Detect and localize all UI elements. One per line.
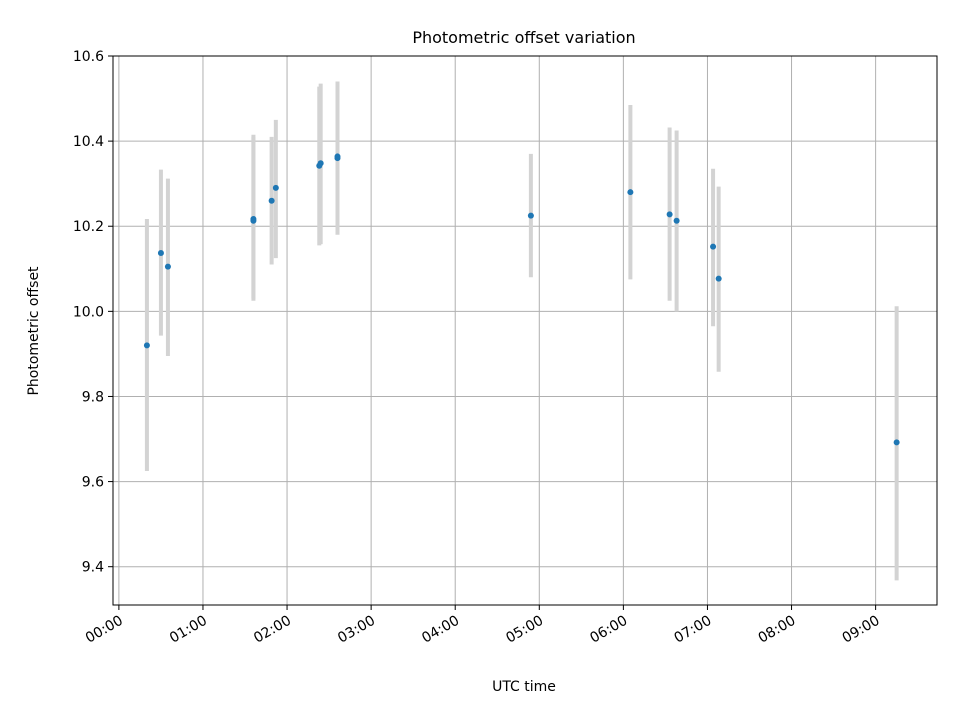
data-point (673, 217, 680, 224)
data-point (527, 212, 534, 219)
x-axis-label: UTC time (492, 679, 556, 695)
data-point (893, 439, 900, 446)
y-tick-label: 9.4 (82, 560, 104, 576)
data-point (143, 342, 150, 349)
data-point (627, 189, 634, 196)
y-tick-label: 9.8 (82, 389, 104, 405)
data-point (157, 250, 164, 257)
data-point (268, 197, 275, 204)
axes-frame (112, 55, 938, 606)
data-point (317, 160, 324, 167)
y-tick-label: 10.4 (73, 134, 104, 150)
y-tick-label: 9.6 (82, 475, 104, 491)
y-tick-label: 10.0 (73, 304, 104, 320)
data-point (164, 263, 171, 270)
y-tick-label: 10.2 (73, 219, 104, 235)
chart-title: Photometric offset variation (412, 28, 635, 47)
y-axis-label: Photometric offset (26, 266, 42, 396)
data-point (250, 217, 257, 224)
data-point (272, 184, 279, 191)
data-point (334, 153, 341, 160)
data-point (666, 211, 673, 218)
data-point (710, 243, 717, 250)
y-tick-label: 10.6 (73, 49, 104, 65)
data-point (715, 275, 722, 282)
